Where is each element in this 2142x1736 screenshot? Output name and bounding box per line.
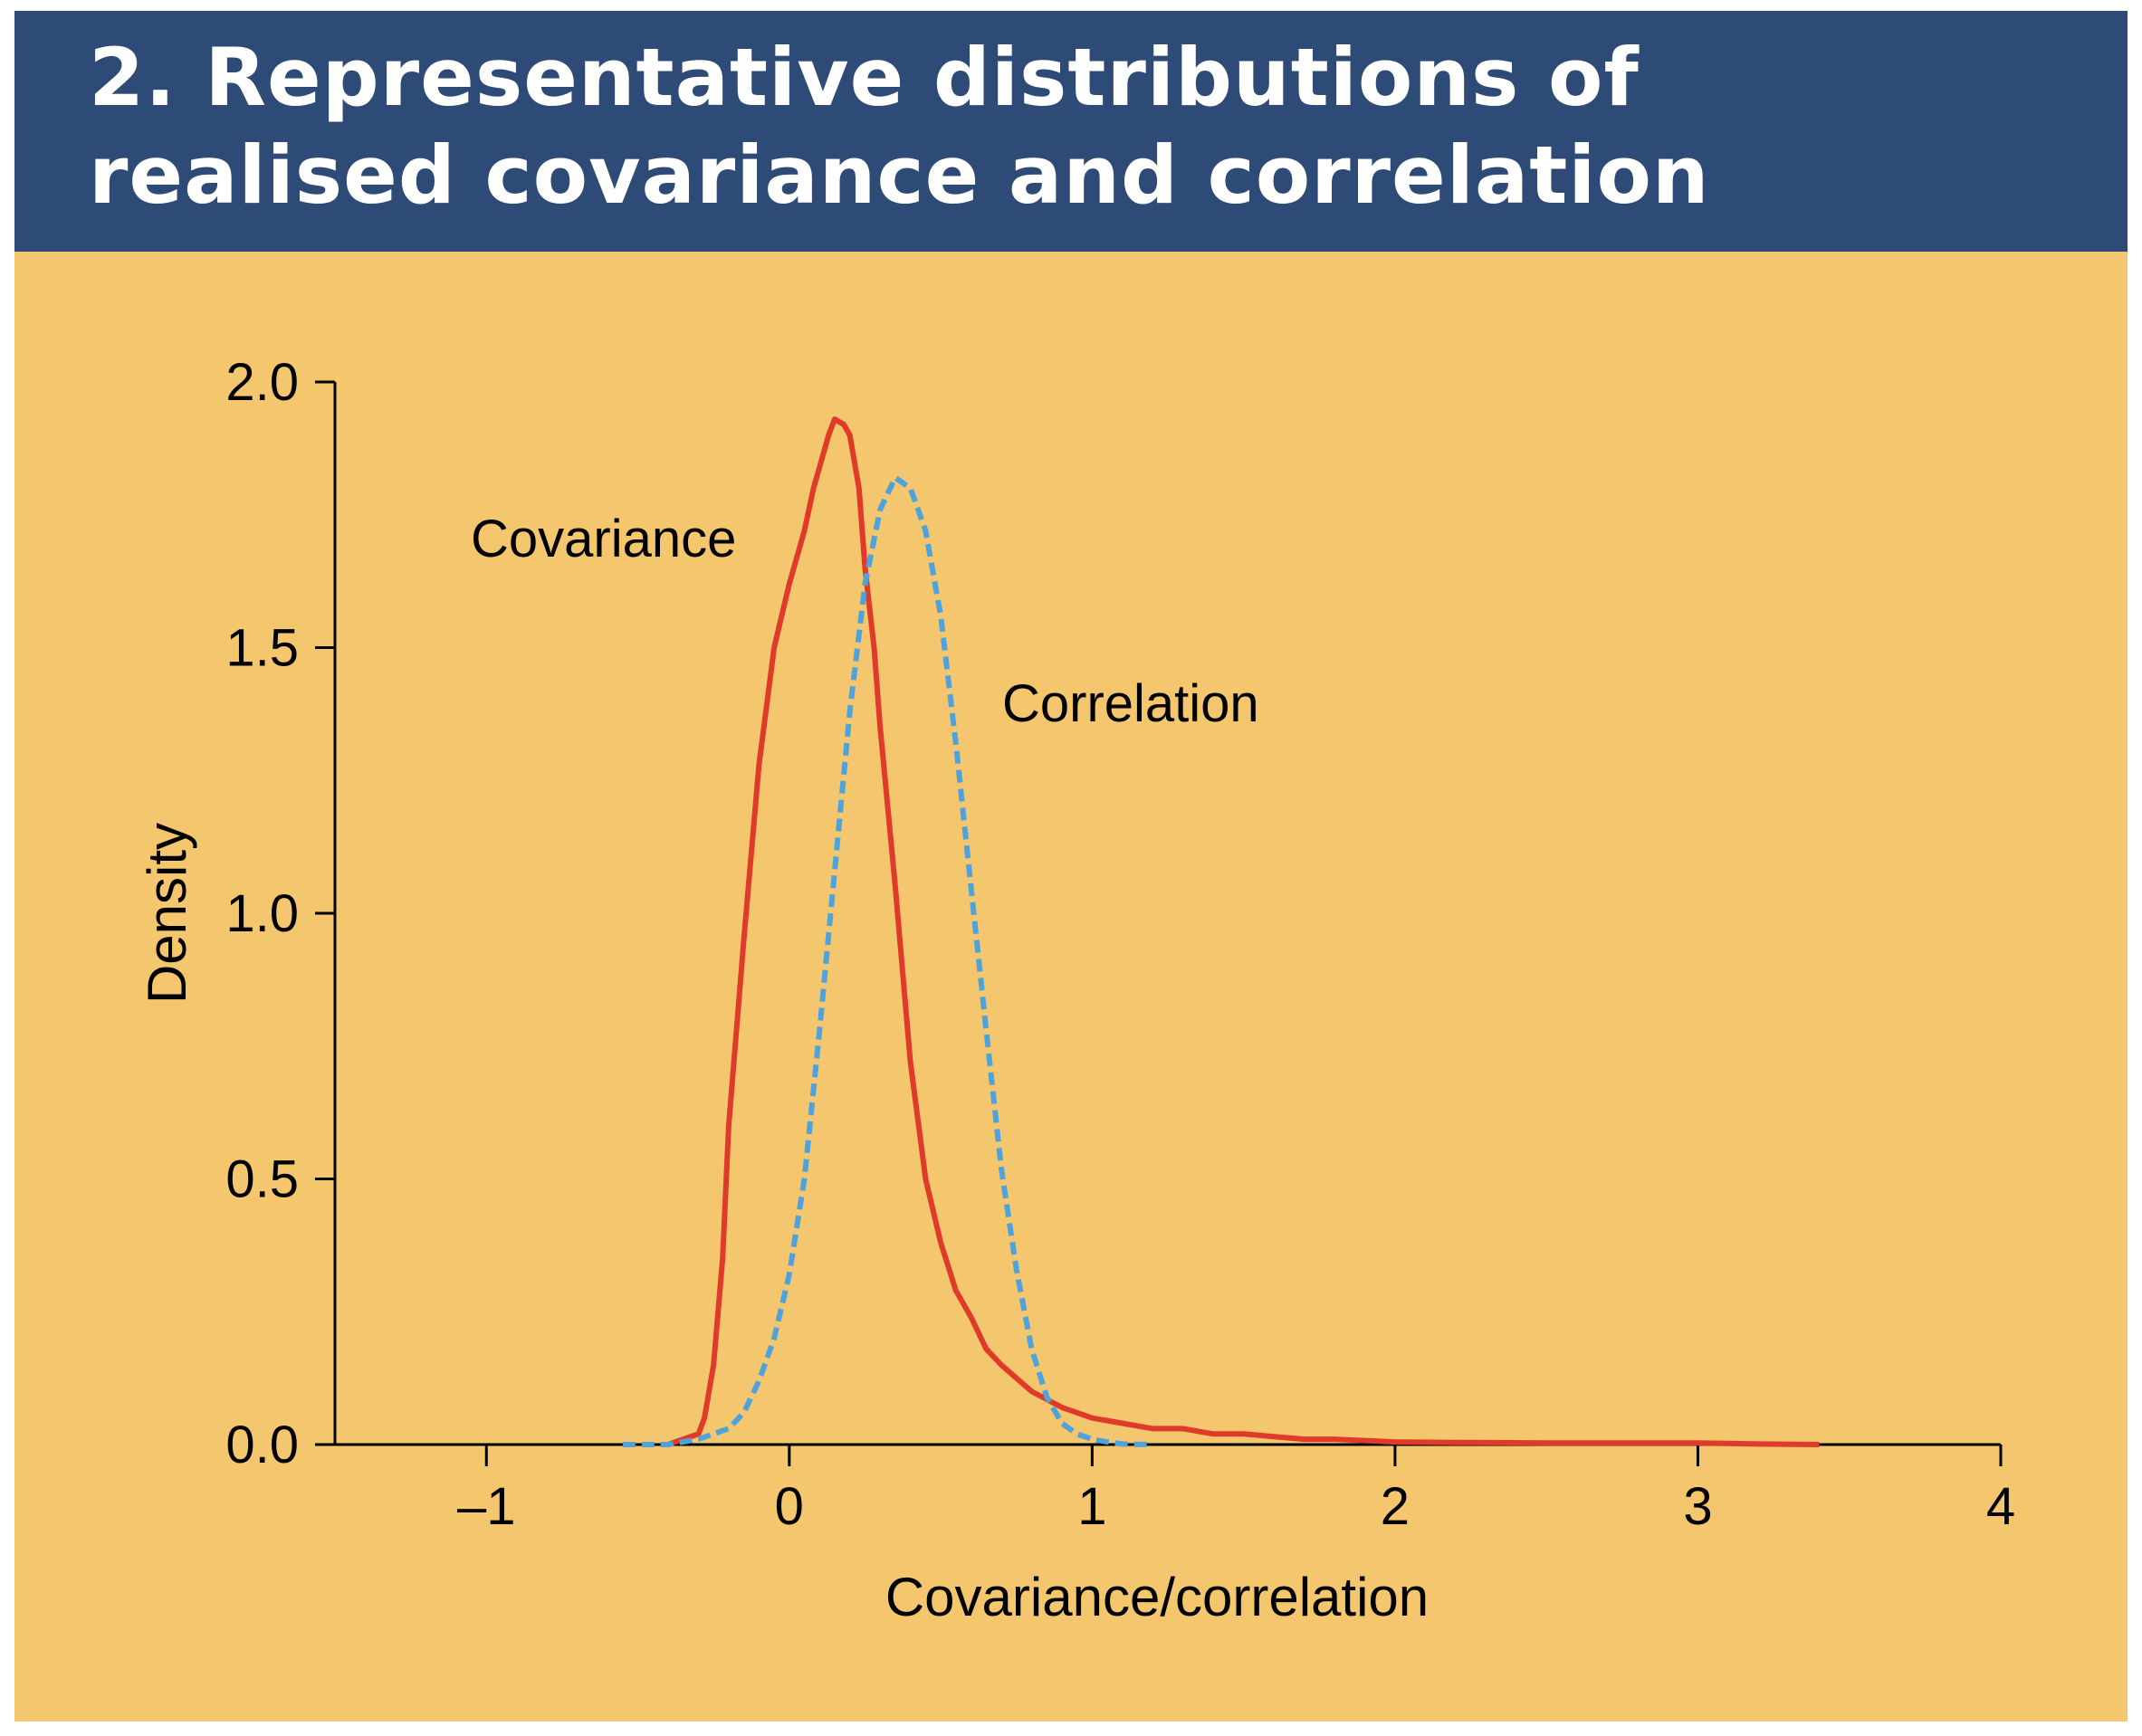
x-tick-label: 4 — [1986, 1477, 2015, 1536]
y-tick-label: 2.0 — [225, 353, 299, 412]
y-ticks: 0.0 0.5 1.0 1.5 2.0 — [225, 353, 335, 1474]
y-tick-label: 0.0 — [225, 1416, 299, 1474]
chart-title-line-1: 2. Representative distributions of — [89, 31, 1640, 124]
chart-panel: 2. Representative distributions of reali… — [14, 11, 2128, 1722]
covariance-label: Covariance — [471, 510, 736, 568]
x-tick-label: 0 — [775, 1477, 804, 1536]
y-tick-label: 1.5 — [225, 619, 299, 678]
correlation-label: Correlation — [1002, 674, 1259, 733]
correlation-series-line — [622, 474, 1153, 1447]
chart-title-line-2: realised covariance and correlation — [89, 129, 1710, 222]
x-tick-label: –1 — [457, 1477, 516, 1536]
x-tick-label: 2 — [1381, 1477, 1410, 1536]
title-banner: 2. Representative distributions of reali… — [14, 11, 2128, 252]
y-tick-label: 0.5 — [225, 1150, 299, 1209]
chart-title: 2. Representative distributions of reali… — [89, 29, 2080, 224]
x-tick-label: 1 — [1077, 1477, 1106, 1536]
covariance-series-line — [667, 416, 1820, 1447]
series-layer — [622, 416, 1820, 1447]
y-axis-title: Density — [137, 823, 197, 1004]
x-axis-title: Covariance/correlation — [885, 1567, 1429, 1627]
y-tick-label: 1.0 — [225, 884, 299, 943]
x-tick-label: 3 — [1683, 1477, 1712, 1536]
x-ticks: –1 0 1 2 3 4 — [457, 1445, 2015, 1536]
